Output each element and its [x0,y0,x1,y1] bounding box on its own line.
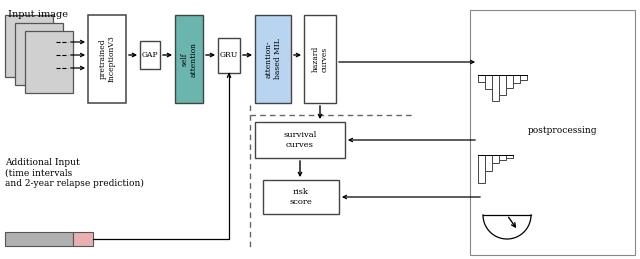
Bar [255,15,291,103]
Text: self
attention: self attention [180,41,198,76]
Text: attention-
based MIL: attention- based MIL [264,39,282,79]
Text: survival
curves: survival curves [284,131,317,149]
Bar [73,232,93,246]
Bar [499,75,506,95]
Bar [255,122,345,158]
Bar [485,75,492,89]
Bar [492,155,499,163]
Bar [513,75,520,83]
Bar [218,38,240,73]
Bar [470,10,635,255]
Bar [88,15,126,103]
Bar [5,232,73,246]
Text: hazard
curves: hazard curves [312,46,328,72]
Text: Input image: Input image [8,10,68,19]
Text: risk
score: risk score [290,188,312,206]
Text: postprocessing: postprocessing [528,126,597,134]
Bar [499,155,506,160]
Text: GRU: GRU [220,51,238,59]
Bar [263,180,339,214]
Bar [485,155,492,171]
Bar [506,155,513,158]
Bar [506,75,513,88]
Bar [15,23,63,85]
Bar [478,155,485,183]
Bar [520,75,527,80]
Text: Additional Input
(time intervals
and 2-year relapse prediction): Additional Input (time intervals and 2-y… [5,158,144,188]
Text: pretrained
InceptionV3: pretrained InceptionV3 [99,35,116,82]
Bar [5,15,53,77]
Bar [25,31,73,93]
Bar [492,75,499,101]
Bar [175,15,203,103]
Bar [478,75,485,82]
Bar [140,41,160,69]
Text: GAP: GAP [141,51,158,59]
Bar [304,15,336,103]
